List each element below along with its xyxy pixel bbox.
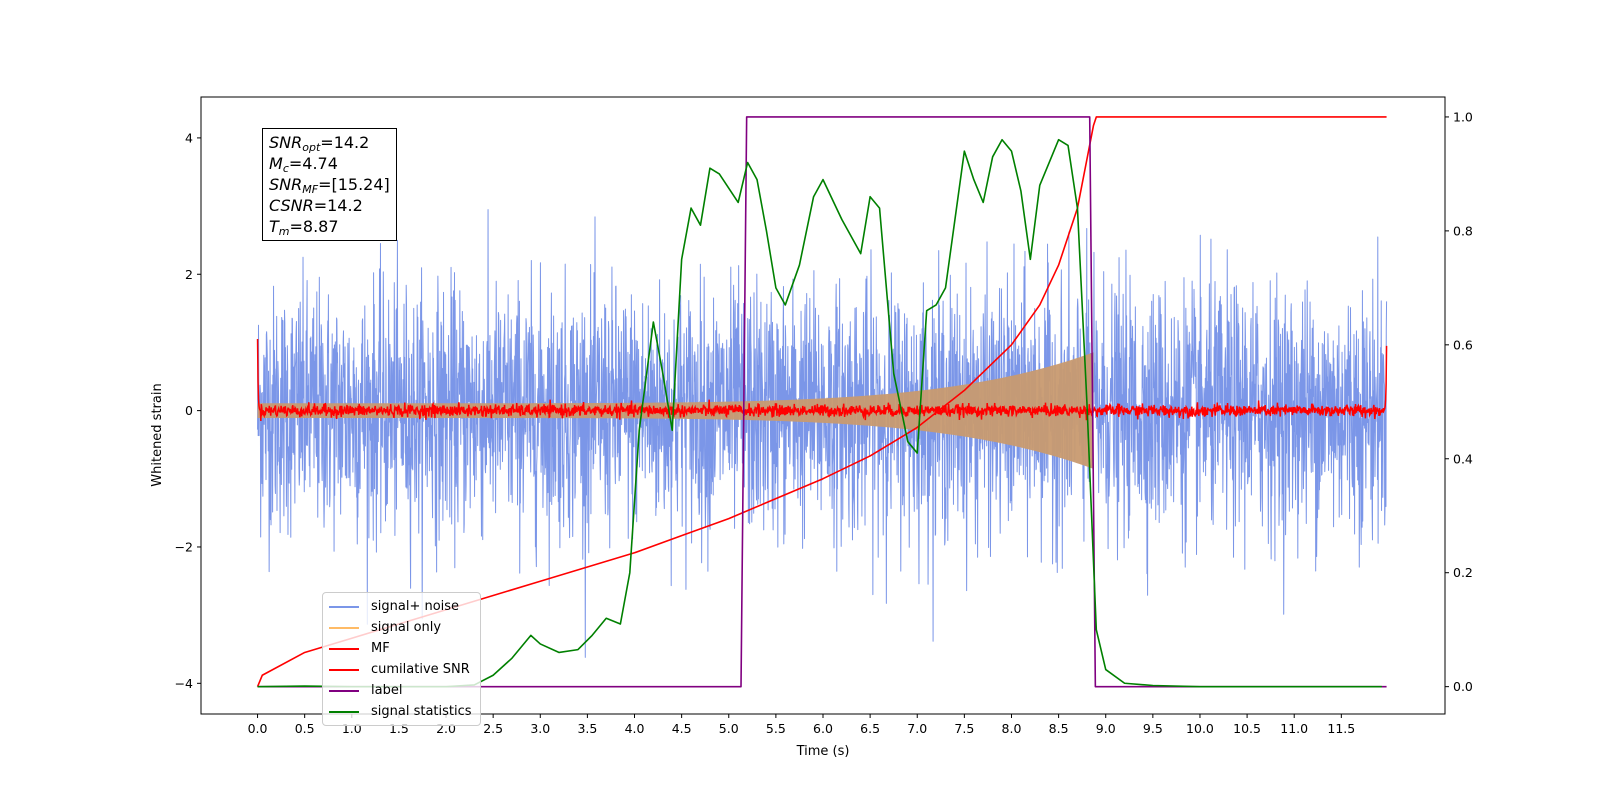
x-tick-label: 10.5: [1233, 721, 1261, 736]
y-axis-right: 0.0 0.2 0.4 0.6 0.8 1.0: [1445, 109, 1473, 694]
y-axis-label: Whitened strain: [150, 383, 165, 486]
annotation-line: Mc=4.74: [269, 154, 338, 175]
annotation-line: SNRMF=[15.24]: [269, 175, 390, 196]
legend-entry: signal+ noise: [329, 596, 472, 617]
y2-tick-label: 0.6: [1453, 337, 1473, 352]
legend-swatch: [329, 647, 359, 650]
x-tick-label: 4.5: [672, 721, 692, 736]
y-tick-label: 2: [185, 267, 193, 282]
x-axis-label: Time (s): [796, 744, 850, 759]
x-tick-label: 3.0: [530, 721, 550, 736]
x-tick-label: 6.5: [860, 721, 880, 736]
legend-swatch: [329, 668, 359, 671]
x-tick-label: 4.0: [625, 721, 645, 736]
x-tick-label: 9.5: [1143, 721, 1163, 736]
legend-swatch: [329, 689, 359, 692]
x-tick-label: 8.0: [1002, 721, 1022, 736]
x-tick-label: 9.0: [1096, 721, 1116, 736]
legend: signal+ noise signal only MF cumilative SNR…: [322, 592, 481, 726]
legend-entry: signal statistics: [329, 701, 472, 722]
y2-tick-label: 1.0: [1453, 109, 1473, 124]
legend-label: label: [371, 683, 403, 698]
x-tick-label: 5.5: [766, 721, 786, 736]
legend-label: signal statistics: [371, 704, 472, 719]
x-tick-label: 0.5: [295, 721, 315, 736]
legend-label: signal only: [371, 620, 442, 635]
y-tick-label: 0: [185, 403, 193, 418]
y2-tick-label: 0.8: [1453, 223, 1473, 238]
x-tick-label: 6.0: [813, 721, 833, 736]
series-signal-noise: [257, 209, 1388, 658]
series-signal-statistics: [257, 138, 1382, 688]
x-tick-label: 7.0: [907, 721, 927, 736]
y2-tick-label: 0.2: [1453, 565, 1473, 580]
x-tick-label: 10.0: [1186, 721, 1214, 736]
x-tick-label: 11.0: [1280, 721, 1308, 736]
legend-label: MF: [371, 641, 390, 656]
legend-swatch: [329, 626, 359, 629]
annotation-line: CSNR=14.2: [269, 196, 363, 215]
legend-entry: label: [329, 680, 472, 701]
y-axis-left: −4 −2 0 2 4: [175, 130, 201, 691]
legend-entry: signal only: [329, 617, 472, 638]
x-tick-label: 3.5: [577, 721, 597, 736]
legend-label: signal+ noise: [371, 599, 460, 614]
y-tick-label: −2: [175, 539, 193, 554]
x-tick-label: 0.0: [248, 721, 268, 736]
x-tick-label: 2.5: [483, 721, 503, 736]
legend-swatch: [329, 710, 359, 713]
annotation-line: SNRopt=14.2: [269, 133, 370, 154]
x-tick-label: 8.5: [1049, 721, 1069, 736]
legend-entry: MF: [329, 638, 472, 659]
y-tick-label: 4: [185, 130, 193, 145]
x-tick-label: 5.0: [719, 721, 739, 736]
legend-swatch: [329, 605, 359, 608]
series-mf: [256, 339, 1388, 422]
annotation-line: Tm=8.87: [269, 217, 339, 238]
x-tick-label: 7.5: [954, 721, 974, 736]
legend-label: cumilative SNR: [371, 662, 470, 677]
y-tick-label: −4: [175, 676, 193, 691]
series-label: [257, 116, 1387, 688]
legend-entry: cumilative SNR: [329, 659, 472, 680]
annotation-box: SNRopt=14.2 Mc=4.74 SNRMF=[15.24] CSNR=14.2…: [262, 128, 397, 241]
y2-tick-label: 0.4: [1453, 451, 1473, 466]
y2-tick-label: 0.0: [1453, 679, 1473, 694]
x-tick-label: 11.5: [1327, 721, 1355, 736]
